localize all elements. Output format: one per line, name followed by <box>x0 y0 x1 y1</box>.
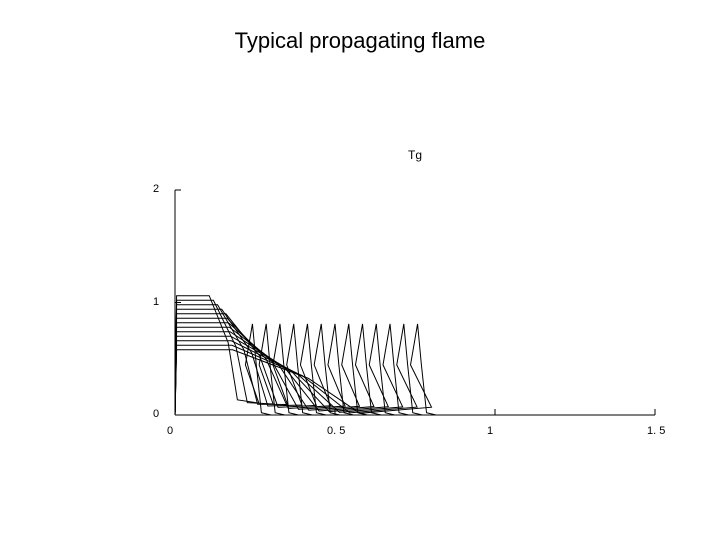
flame-chart <box>135 170 695 455</box>
chart-title: Tg <box>355 148 475 162</box>
x-tick-label: 1. 5 <box>647 425 665 437</box>
page-title: Typical propagating flame <box>0 28 720 54</box>
y-tick-label: 1 <box>153 296 159 308</box>
x-tick-label: 1 <box>487 425 493 437</box>
y-tick-label: 0 <box>153 408 159 420</box>
x-tick-label: 0. 5 <box>327 425 345 437</box>
y-tick-label: 2 <box>153 183 159 195</box>
x-tick-label: 0 <box>167 425 173 437</box>
